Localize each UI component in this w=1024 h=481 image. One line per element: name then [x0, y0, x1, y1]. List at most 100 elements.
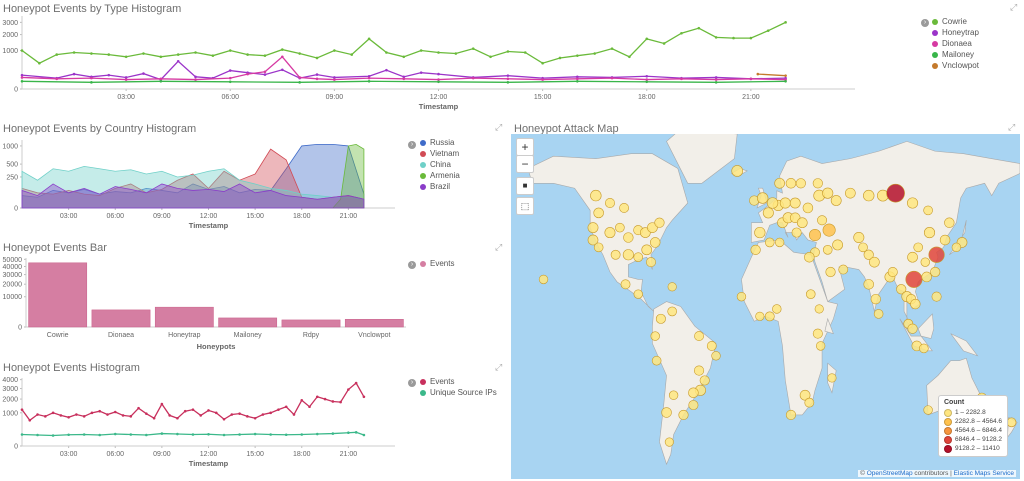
legend-item[interactable]: Honeytrap [932, 27, 979, 38]
x-tick-label: 18:00 [293, 451, 311, 458]
y-tick-label: 2000 [2, 32, 18, 39]
data-point [90, 411, 94, 415]
attack-map-canvas[interactable] [511, 134, 1020, 479]
bar-legend-toggle-icon[interactable]: › [408, 261, 416, 269]
y-tick-label: 3000 [2, 386, 18, 393]
landmass [652, 301, 717, 466]
x-tick-label: 09:00 [153, 451, 171, 458]
legend-item[interactable]: Mailoney [932, 49, 979, 60]
attack-marker [921, 271, 932, 283]
x-tick-label: 18:00 [638, 94, 656, 101]
data-point [558, 56, 562, 60]
draw-rectangle-button[interactable]: ■ [516, 177, 534, 195]
attack-marker [923, 405, 933, 415]
data-point [277, 408, 280, 411]
attack-map-panel: Honeypot Attack Map ⤢ + − ■ ⬚ Count 1 – … [508, 120, 1022, 480]
legend-item[interactable]: Vietnam [420, 148, 460, 159]
attack-marker [863, 249, 874, 260]
type-histogram-expand-icon[interactable]: ⤢ [1010, 2, 1018, 12]
legend-item[interactable]: Events [420, 376, 497, 387]
data-point [714, 78, 718, 81]
data-point [20, 433, 24, 436]
x-tick-label: 03:00 [117, 94, 135, 101]
series-line-events [21, 382, 365, 422]
attack-marker [863, 279, 874, 290]
zoom-in-button[interactable]: + [516, 138, 534, 156]
data-point [191, 408, 195, 411]
attack-marker [620, 279, 631, 290]
data-point [211, 54, 215, 57]
data-point [222, 417, 226, 421]
data-point [246, 72, 249, 76]
x-tick-label: Rdpy [303, 332, 320, 339]
y-tick-label: 4000 [2, 377, 18, 384]
data-point [354, 431, 358, 434]
data-point [207, 432, 210, 436]
attack-marker [887, 267, 898, 277]
legend-item[interactable]: China [420, 159, 460, 170]
y-tick-label: 250 [6, 174, 18, 181]
legend-swatch [420, 389, 426, 396]
attack-marker [655, 313, 666, 324]
y-tick-label: 0 [18, 325, 22, 332]
legend-item[interactable]: Vnclowpot [932, 60, 979, 71]
legend-item[interactable]: Unique Source IPs [420, 387, 497, 398]
data-point [20, 408, 24, 411]
data-point [541, 78, 544, 81]
data-point [230, 413, 234, 416]
country-histogram-legend: Russia Vietnam China Armenia Brazil [420, 137, 460, 192]
legend-swatch [420, 139, 426, 146]
attack-marker [896, 284, 907, 295]
legend-swatch [932, 62, 938, 69]
zoom-out-button[interactable]: − [516, 155, 534, 173]
attack-marker [699, 375, 710, 386]
series-line-mailoney [21, 80, 786, 83]
data-point [489, 55, 492, 59]
legend-item[interactable]: Armenia [420, 170, 460, 181]
attack-map-viewport[interactable]: + − ■ ⬚ Count 1 – 2282.8 2282.8 – 4564.6… [511, 134, 1020, 479]
attack-marker [633, 289, 643, 299]
fit-bounds-button[interactable]: ⬚ [516, 197, 534, 215]
legend-item[interactable]: Russia [420, 137, 460, 148]
legend-item[interactable]: Dionaea [932, 38, 979, 49]
map-legend-title: Count [944, 399, 965, 406]
events-bar-expand-icon[interactable]: ⤢ [495, 242, 503, 252]
data-point [263, 54, 267, 57]
data-point [253, 416, 257, 420]
openstreetmap-link[interactable]: OpenStreetMap [866, 470, 913, 477]
data-point [55, 77, 59, 81]
legend-label: Events [430, 259, 455, 268]
attack-marker [838, 264, 849, 275]
attack-marker [814, 304, 824, 314]
legend-swatch [420, 172, 426, 179]
legend-item[interactable]: Cowrie [932, 16, 979, 27]
events-legend-toggle-icon[interactable]: › [408, 379, 416, 387]
legend-item[interactable]: Events [420, 258, 454, 269]
data-point [98, 409, 102, 413]
data-point [51, 434, 55, 437]
attack-marker [774, 237, 785, 248]
data-point [36, 433, 39, 437]
elastic-maps-service-link[interactable]: Elastic Maps Service [953, 470, 1014, 477]
attack-map-expand-icon[interactable]: ⤢ [1008, 122, 1016, 132]
legend-label: Vnclowpot [942, 61, 979, 70]
data-point [160, 432, 164, 435]
landmass [741, 239, 838, 416]
bar-dionaea [91, 309, 151, 328]
legend-label: China [430, 160, 451, 169]
country-histogram-expand-icon[interactable]: ⤢ [495, 122, 503, 132]
data-point [593, 52, 596, 55]
country-legend-toggle-icon[interactable]: › [408, 141, 416, 149]
legend-item[interactable]: Brazil [420, 181, 460, 192]
data-point [628, 55, 631, 59]
data-point [784, 80, 787, 83]
data-point [315, 56, 319, 60]
data-point [385, 51, 388, 54]
events-histogram-expand-icon[interactable]: ⤢ [495, 362, 503, 372]
data-point [697, 26, 701, 30]
data-point [350, 53, 354, 56]
data-point [55, 53, 59, 56]
data-point [437, 72, 440, 76]
type-legend-toggle-icon[interactable]: › [921, 19, 929, 27]
data-point [354, 381, 358, 385]
